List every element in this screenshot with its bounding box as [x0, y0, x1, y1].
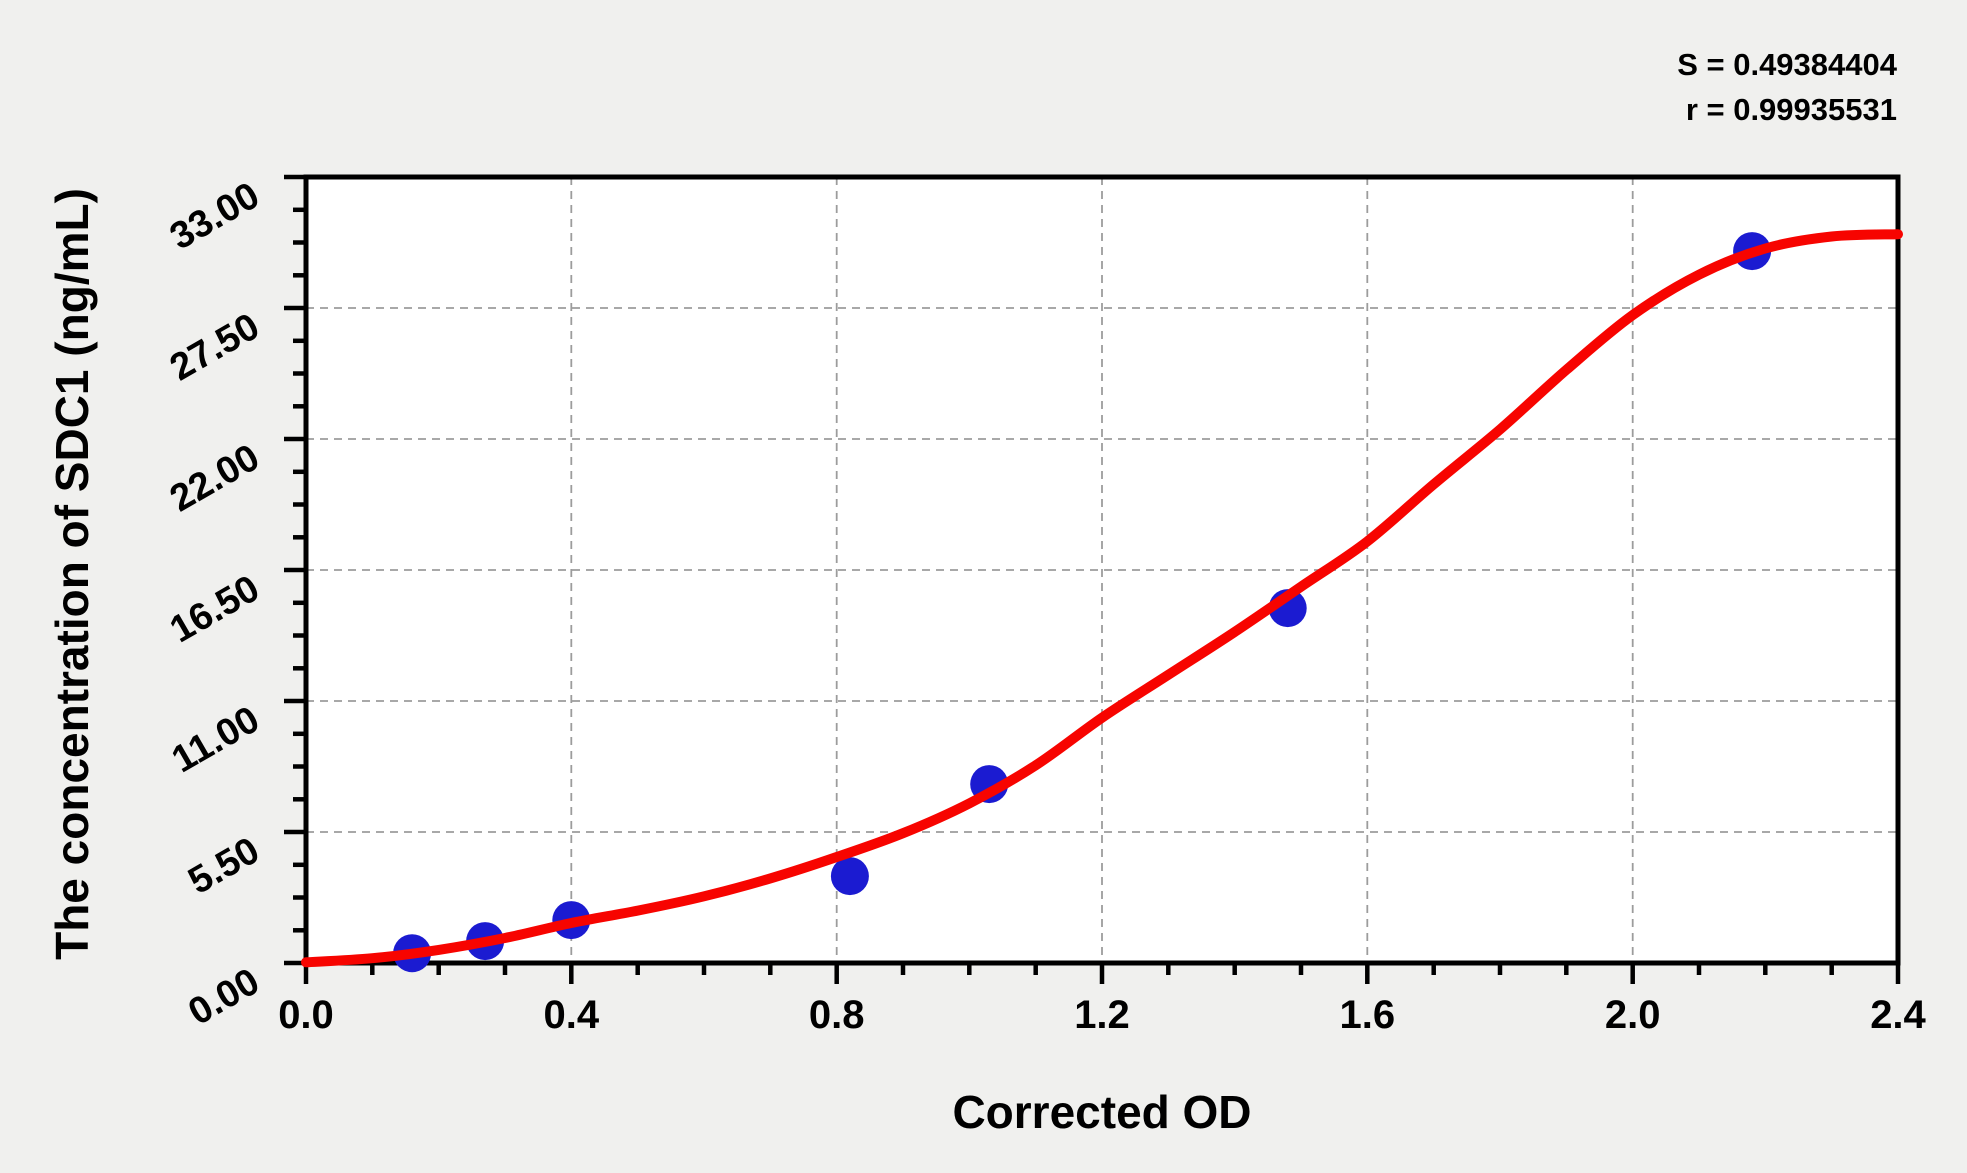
y-tick-label: 33.00 — [163, 174, 266, 258]
x-tick-label: 0.8 — [809, 993, 865, 1037]
plot-frame — [303, 174, 1901, 966]
x-tick-label: 0.4 — [543, 993, 599, 1037]
y-tick-label: 11.00 — [165, 698, 267, 781]
x-tick-label: 1.6 — [1339, 993, 1395, 1037]
y-tick-label: 16.50 — [163, 567, 266, 651]
stat-r: r = 0.99935531 — [1685, 92, 1897, 127]
x-tick-label: 0.0 — [278, 993, 334, 1037]
x-tick-label: 1.2 — [1074, 993, 1130, 1037]
stat-s: S = 0.49384404 — [1677, 47, 1897, 82]
x-axis-title: Corrected OD — [952, 1086, 1252, 1138]
fit-statistics: S = 0.49384404 r = 0.99935531 — [1677, 42, 1897, 132]
y-tick-label: 27.50 — [163, 305, 266, 389]
data-point — [830, 857, 869, 896]
x-tick-label: 2.0 — [1605, 993, 1661, 1037]
y-tick-label: 0.00 — [181, 960, 266, 1033]
fit-curve — [301, 229, 1903, 968]
y-tick-label: 22.00 — [163, 436, 266, 520]
y-tick-label: 5.50 — [181, 829, 266, 902]
x-tick-label: 2.4 — [1870, 993, 1926, 1037]
